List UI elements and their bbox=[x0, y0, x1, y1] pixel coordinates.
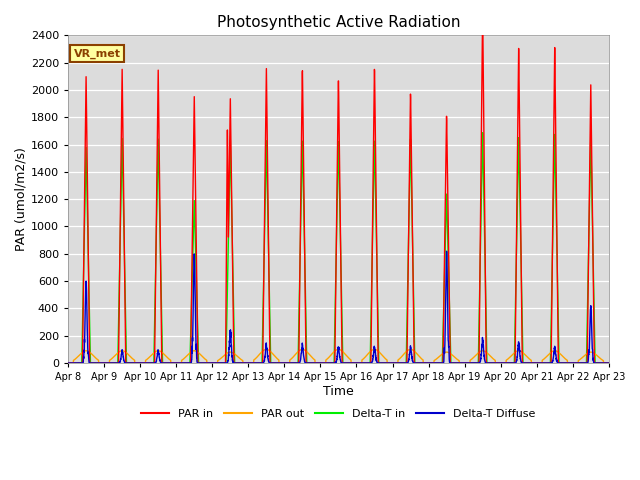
X-axis label: Time: Time bbox=[323, 385, 354, 398]
Y-axis label: PAR (umol/m2/s): PAR (umol/m2/s) bbox=[15, 147, 28, 251]
Legend: PAR in, PAR out, Delta-T in, Delta-T Diffuse: PAR in, PAR out, Delta-T in, Delta-T Dif… bbox=[137, 404, 540, 423]
Title: Photosynthetic Active Radiation: Photosynthetic Active Radiation bbox=[217, 15, 460, 30]
Text: VR_met: VR_met bbox=[74, 48, 120, 59]
